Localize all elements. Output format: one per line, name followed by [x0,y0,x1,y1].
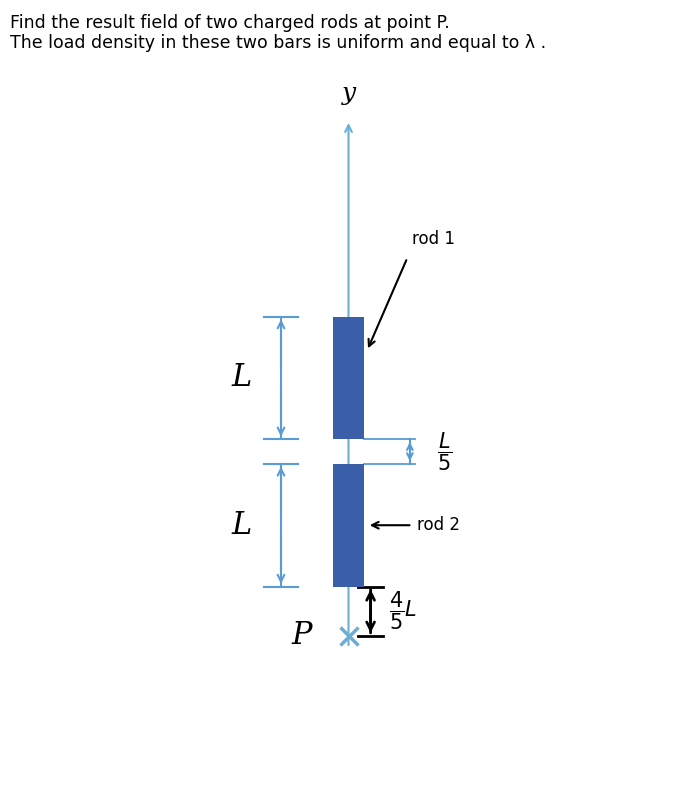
Bar [333,316,364,439]
Text: rod 2: rod 2 [418,516,460,534]
Text: Find the result field of two charged rods at point P.: Find the result field of two charged rod… [10,14,450,33]
Text: L: L [232,510,252,540]
Text: y: y [341,82,356,105]
Text: P: P [292,620,312,651]
Text: $\dfrac{L}{5}$: $\dfrac{L}{5}$ [437,430,452,473]
Bar [333,464,364,587]
Text: rod 1: rod 1 [412,230,456,248]
Text: L: L [232,363,252,394]
Text: The load density in these two bars is uniform and equal to λ .: The load density in these two bars is un… [10,34,546,53]
Text: $\dfrac{4}{5}L$: $\dfrac{4}{5}L$ [389,590,418,632]
